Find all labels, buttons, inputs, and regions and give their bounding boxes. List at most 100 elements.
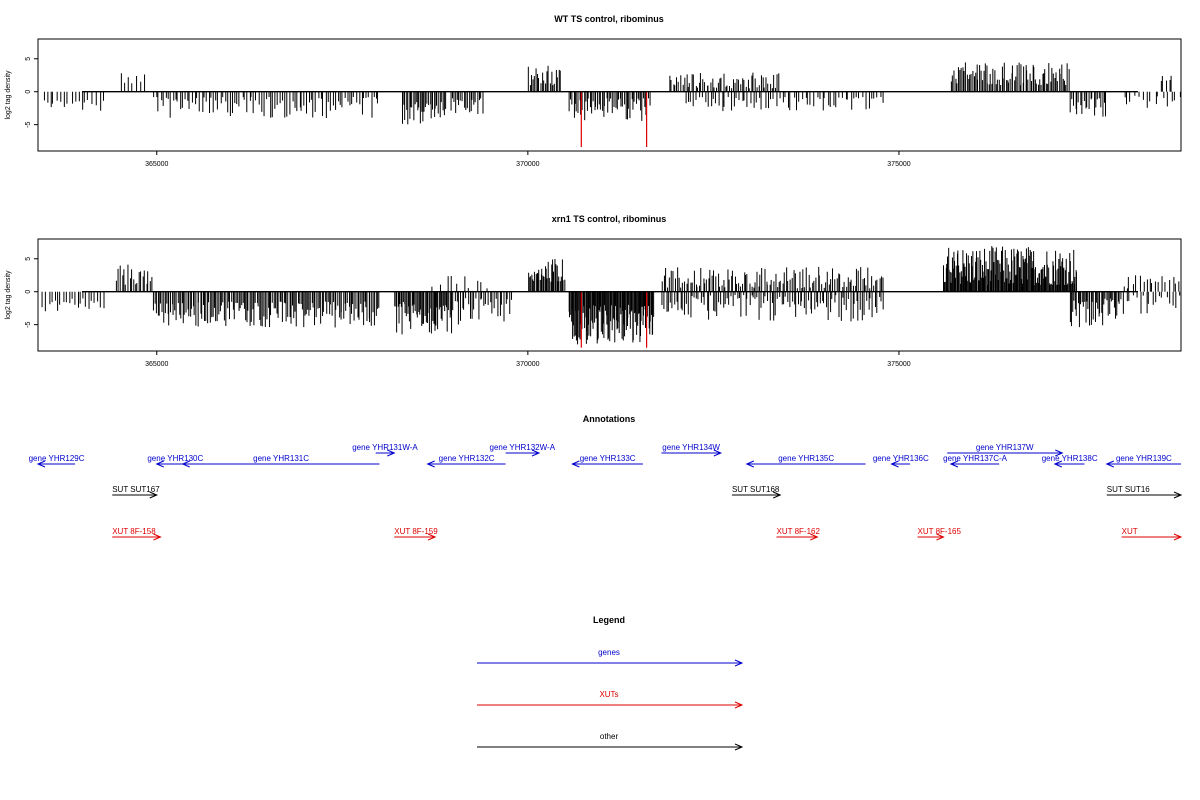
feature-label: gene YHR131C xyxy=(253,454,309,463)
wt-y-axis-label: log2 tag density xyxy=(5,70,12,120)
feature-label: XUT 8F-162 xyxy=(776,527,820,536)
gene-feature: gene YHR129C xyxy=(29,454,85,468)
legend-item: XUTs xyxy=(477,690,744,709)
arrow-head xyxy=(387,449,396,457)
wt-panel-title: WT TS control, ribominus xyxy=(554,14,664,24)
annotations-track: Annotations gene YHR129C gene YHR130C gene… xyxy=(29,414,1183,541)
feature-label: gene YHR135C xyxy=(778,454,834,463)
x-tick-label: 365000 xyxy=(145,161,168,168)
arrow-head xyxy=(734,743,744,751)
arrow-head xyxy=(810,533,819,541)
arrow-head xyxy=(713,449,723,457)
arrow-head xyxy=(427,533,437,541)
gene-feature: gene YHR131C xyxy=(181,454,380,468)
feature-label: gene YHR133C xyxy=(580,454,636,463)
annotation-features: gene YHR129C gene YHR130C gene YHR131C gene… xyxy=(29,443,1183,541)
feature-label: gene YHR132W-A xyxy=(490,443,556,452)
sut-feature: SUT SUT168 xyxy=(731,485,782,499)
gene-feature: gene YHR131W-A xyxy=(352,443,418,457)
arrow-head xyxy=(949,460,959,468)
legend: Legend genes XUTs other xyxy=(477,615,744,751)
arrow-head xyxy=(1055,449,1064,457)
arrow-head xyxy=(571,460,580,468)
feature-label: gene YHR139C xyxy=(1116,454,1172,463)
xut-feature: XUT 8F-158 xyxy=(112,527,162,541)
feature-label: gene YHR137C-A xyxy=(943,454,1008,463)
feature-label: gene YHR138C xyxy=(1042,454,1098,463)
x-tick-label: 370000 xyxy=(516,161,539,168)
y-tick-label: 0 xyxy=(25,90,32,94)
annotations-title: Annotations xyxy=(583,414,636,424)
gene-feature: gene YHR136C xyxy=(873,454,929,468)
arrow-head xyxy=(936,533,945,541)
gene-feature: gene YHR138C xyxy=(1042,454,1098,468)
gene-feature: gene YHR132C xyxy=(426,454,506,468)
x-tick-label: 375000 xyxy=(887,361,910,368)
xrn1-y-axis-label: log2 tag density xyxy=(5,270,12,320)
wt-y-axis: -5 0 5 xyxy=(25,57,39,128)
legend-items: genes XUTs other xyxy=(477,648,744,751)
gene-feature: gene YHR137W xyxy=(947,443,1064,457)
feature-label: XUT 8F-165 xyxy=(918,527,962,536)
feature-label: SUT SUT16 xyxy=(1107,485,1151,494)
arrow-head xyxy=(734,701,744,709)
gene-feature: gene YHR134W xyxy=(661,443,723,457)
feature-label: XUTs xyxy=(599,690,618,699)
arrow-head xyxy=(426,460,435,468)
xrn1-bars xyxy=(41,246,1181,348)
gene-feature: gene YHR132W-A xyxy=(490,443,556,457)
feature-label: SUT SUT168 xyxy=(732,485,780,494)
arrow-head xyxy=(1173,533,1183,541)
y-tick-label: 5 xyxy=(25,257,32,261)
arrow-head xyxy=(36,460,46,468)
gene-feature: gene YHR139C xyxy=(1105,454,1181,468)
feature-label: gene YHR131W-A xyxy=(352,443,418,452)
arrow-head xyxy=(773,491,782,499)
legend-item: genes xyxy=(477,648,744,667)
xrn1-panel-title: xrn1 TS control, ribominus xyxy=(552,214,667,224)
x-tick-label: 370000 xyxy=(516,361,539,368)
y-tick-label: -5 xyxy=(25,121,32,127)
xrn1-x-axis: 365000 370000 375000 xyxy=(145,351,911,368)
feature-label: XUT 8F-158 xyxy=(112,527,156,536)
arrow-head xyxy=(1053,460,1063,468)
wt-density-panel: WT TS control, ribominus log2 tag densit… xyxy=(5,14,1182,168)
feature-label: SUT SUT167 xyxy=(112,485,160,494)
feature-label: XUT 8F-159 xyxy=(394,527,438,536)
arrow-head xyxy=(745,460,755,468)
legend-item: other xyxy=(477,732,744,751)
gene-feature: gene YHR137C-A xyxy=(943,454,1008,468)
arrow-head xyxy=(890,460,899,468)
xut-feature: XUT xyxy=(1121,527,1183,541)
sut-feature: SUT SUT167 xyxy=(112,485,160,499)
xrn1-density-panel: xrn1 TS control, ribominus log2 tag dens… xyxy=(5,214,1182,368)
y-tick-label: -5 xyxy=(25,321,32,327)
arrow-head xyxy=(155,460,164,468)
feature-label: gene YHR132C xyxy=(439,454,495,463)
wt-bars xyxy=(43,62,1181,148)
gene-feature: gene YHR135C xyxy=(745,454,866,468)
arrow-head xyxy=(149,491,159,499)
arrow-head xyxy=(1105,460,1114,468)
x-tick-label: 375000 xyxy=(887,161,910,168)
feature-label: gene YHR136C xyxy=(873,454,929,463)
arrow-head xyxy=(734,659,744,667)
sut-feature: SUT SUT16 xyxy=(1106,485,1183,499)
y-tick-label: 5 xyxy=(25,57,32,61)
arrow-head xyxy=(1173,491,1183,499)
feature-label: gene YHR137W xyxy=(976,443,1034,452)
xut-feature: XUT 8F-162 xyxy=(776,527,820,541)
xut-feature: XUT 8F-159 xyxy=(394,527,438,541)
feature-label: gene YHR129C xyxy=(29,454,85,463)
feature-label: genes xyxy=(598,648,620,657)
arrow-head xyxy=(531,449,541,457)
arrow-head xyxy=(153,533,162,541)
feature-label: XUT xyxy=(1122,527,1138,536)
xut-feature: XUT 8F-165 xyxy=(917,527,962,541)
gene-feature: gene YHR130C xyxy=(147,454,203,468)
y-tick-label: 0 xyxy=(25,290,32,294)
x-tick-label: 365000 xyxy=(145,361,168,368)
feature-label: other xyxy=(600,732,619,741)
feature-label: gene YHR130C xyxy=(147,454,203,463)
